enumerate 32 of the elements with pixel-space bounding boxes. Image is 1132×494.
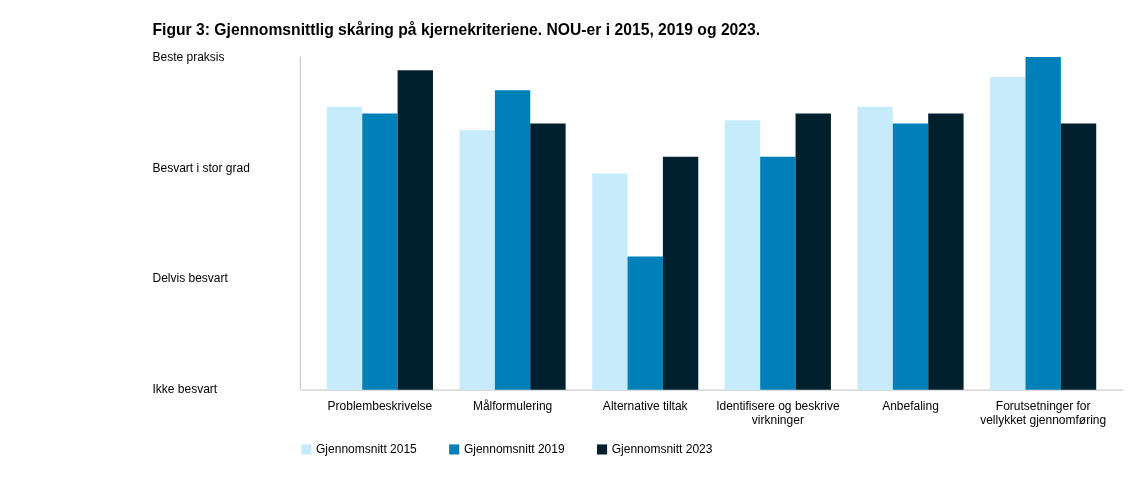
legend-label: Gjennomsnitt 2015 xyxy=(316,442,418,457)
bar xyxy=(362,113,398,390)
bar xyxy=(459,130,495,390)
bar xyxy=(627,256,663,390)
bar xyxy=(928,113,964,390)
legend-label: Gjennomsnitt 2023 xyxy=(611,442,713,457)
bar xyxy=(592,173,628,390)
text: Beste praksis xyxy=(152,49,225,64)
x-tick-label: Problembeskrivelse xyxy=(327,399,433,414)
bar xyxy=(760,156,796,390)
x-tick-label: Målformulering xyxy=(472,399,553,414)
x-tick-label: Anbefaling xyxy=(882,399,939,414)
bar xyxy=(990,76,1026,390)
bar xyxy=(724,120,761,390)
bar xyxy=(494,90,531,390)
bar xyxy=(662,156,699,390)
bar xyxy=(892,123,929,390)
bar xyxy=(397,70,433,390)
text: Delvis besvart xyxy=(152,271,229,286)
bar xyxy=(795,113,831,390)
legend-label: Gjennomsnitt 2019 xyxy=(463,442,565,457)
bar xyxy=(857,106,893,390)
x-tick-label: Identifisere og beskrive virkninger xyxy=(716,399,840,428)
text: Besvart i stor grad xyxy=(152,160,250,175)
x-tick-label: Forutsetninger for vellykket gjennomføring xyxy=(980,399,1107,428)
bar xyxy=(1025,56,1061,390)
chart-title: Figur 3: Gjennomsnittlig skåring på kjernekriteriene. NOU-er i 2015, 2019 og 2023. xyxy=(152,20,761,38)
bar xyxy=(1060,123,1097,390)
bar xyxy=(530,123,566,390)
x-tick-label: Alternative tiltak xyxy=(602,399,689,414)
text: Ikke besvart xyxy=(152,382,218,397)
bar xyxy=(326,106,363,390)
